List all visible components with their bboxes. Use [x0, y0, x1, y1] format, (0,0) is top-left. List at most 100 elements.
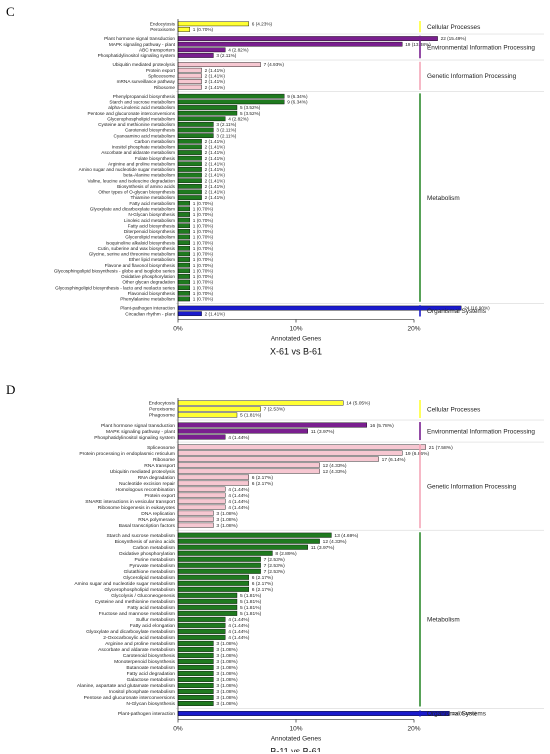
category-label: Ascorbate and aldarate metabolism	[101, 150, 175, 155]
bar-value-label: 1 (0.70%)	[193, 206, 214, 211]
bar-value-label: 5 (1.81%)	[240, 413, 262, 419]
bar	[177, 510, 214, 516]
category-label: Cyanoamino acid metabolism	[114, 133, 176, 138]
category-label: Phosphatidylinositol signaling system	[98, 53, 175, 58]
bar	[177, 138, 202, 144]
category-label: Valine, leucine and isoleucine degradati…	[88, 178, 176, 183]
bar-value-label: 2 (1.41%)	[205, 184, 226, 189]
bar-value-label: 5 (3.52%)	[240, 111, 261, 116]
bar	[177, 189, 202, 195]
bar-value-label: 3 (1.08%)	[216, 689, 238, 695]
bar-value-label: 23 (8.30%)	[452, 711, 476, 717]
category-label: Glycine, serine and threonine metabolism	[89, 252, 175, 257]
bar-value-label: 9 (6.34%)	[287, 100, 308, 105]
bar-value-label: 2 (1.41%)	[205, 139, 226, 144]
bar	[177, 290, 191, 296]
category-label: Flavone and flavonol biosynthesis	[105, 263, 176, 268]
group-label: Environmental Information Processing	[427, 428, 535, 435]
bar-value-label: 1 (0.70%)	[193, 274, 214, 279]
category-label: Endocytosis	[150, 21, 176, 26]
bar	[177, 658, 214, 664]
category-label: Oxidative phosphorylation	[121, 274, 175, 279]
bar-value-label: 21 (7.58%)	[429, 445, 453, 451]
bar	[177, 598, 238, 604]
bar	[177, 172, 202, 178]
category-label: Butanoate metabolism	[126, 665, 175, 671]
category-label: DNA replication	[141, 511, 175, 517]
bar-value-label: 1 (0.70%)	[193, 235, 214, 240]
bar	[177, 492, 226, 498]
bar-value-label: 4 (1.44%)	[228, 623, 250, 629]
bar-value-label: 3 (2.11%)	[216, 133, 236, 138]
bar-value-label: 5 (1.81%)	[240, 593, 262, 599]
category-label: Phagosome	[149, 413, 175, 419]
bar-value-label: 4 (1.44%)	[228, 635, 250, 641]
bar	[177, 274, 191, 279]
bar	[177, 122, 214, 127]
bar	[177, 450, 403, 456]
bar	[177, 610, 238, 616]
bar	[177, 646, 214, 652]
bar-value-label: 1 (0.70%)	[193, 268, 214, 273]
bar	[177, 532, 332, 538]
panel-label-d: D	[6, 382, 16, 397]
category-label: Amino sugar and nucleotide sugar metabol…	[79, 167, 176, 172]
category-label: Cysteine and methionine metabolism	[95, 599, 175, 605]
category-label: Fatty acid biosynthesis	[128, 223, 176, 228]
bar-value-label: 6 (2.17%)	[252, 587, 274, 593]
bar-value-label: 7 (4.93%)	[264, 62, 285, 67]
category-label: Plant-pathogen interaction	[118, 711, 175, 717]
bar	[177, 144, 202, 150]
bar	[177, 652, 214, 658]
category-label: Glutathione metabolism	[124, 569, 175, 575]
bar-value-label: 3 (2.11%)	[216, 122, 236, 127]
bar-value-label: 4 (2.82%)	[228, 116, 249, 121]
bar	[177, 640, 214, 646]
bar	[177, 285, 191, 291]
bar-value-label: 4 (1.44%)	[228, 629, 250, 635]
bar	[177, 568, 261, 574]
category-label: N-Glycan biosynthesis	[128, 212, 175, 217]
category-label: Starch and sucrose metabolism	[107, 533, 176, 539]
category-label: Glycerolipid metabolism	[123, 575, 175, 581]
bar	[177, 676, 214, 682]
bar	[177, 41, 403, 47]
panel-label-c: C	[6, 4, 15, 19]
category-label: Pentose and glucuronate interconversions	[87, 111, 175, 116]
bar	[177, 682, 214, 688]
bar	[177, 257, 191, 262]
category-label: Purine metabolism	[134, 557, 175, 563]
bar-value-label: 6 (2.17%)	[252, 575, 274, 581]
category-label: Ubiquitin mediated proteolysis	[112, 62, 175, 67]
bar	[177, 474, 250, 480]
bar	[177, 538, 320, 544]
category-label: Fatty acid metabolism	[127, 605, 175, 611]
x-tick-label: 10%	[289, 326, 302, 333]
bar	[177, 628, 226, 634]
bar-value-label: 2 (1.41%)	[205, 167, 226, 172]
bar	[177, 406, 261, 412]
category-label: Ether lipid metabolism	[129, 257, 175, 262]
category-label: Biosynthesis of amino acids	[115, 539, 176, 545]
bar	[177, 79, 202, 84]
bar-value-label: 4 (1.44%)	[228, 505, 250, 511]
bar	[177, 245, 191, 251]
category-label: Ribosome	[154, 85, 175, 90]
bar-value-label: 19 (6.86%)	[405, 451, 429, 457]
bar-value-label: 16 (5.78%)	[370, 423, 394, 429]
bar	[177, 62, 261, 67]
bar	[177, 99, 285, 105]
bar-value-label: 1 (0.70%)	[193, 201, 214, 206]
bar	[177, 47, 226, 53]
bar-value-label: 14 (5.05%)	[346, 401, 370, 407]
category-label: Glycolysis / Gluconeogenesis	[111, 593, 175, 599]
category-label: Pyruvate metabolism	[129, 563, 175, 569]
group-label: Cellular Processes	[427, 406, 480, 413]
bar-value-label: 19 (13.38%)	[405, 42, 431, 47]
bar	[177, 616, 226, 622]
bar-value-label: 3 (1.08%)	[216, 683, 238, 689]
bar	[177, 498, 226, 504]
category-label: Fatty acid metabolism	[129, 201, 175, 206]
category-label: Peroxisome	[149, 407, 175, 413]
